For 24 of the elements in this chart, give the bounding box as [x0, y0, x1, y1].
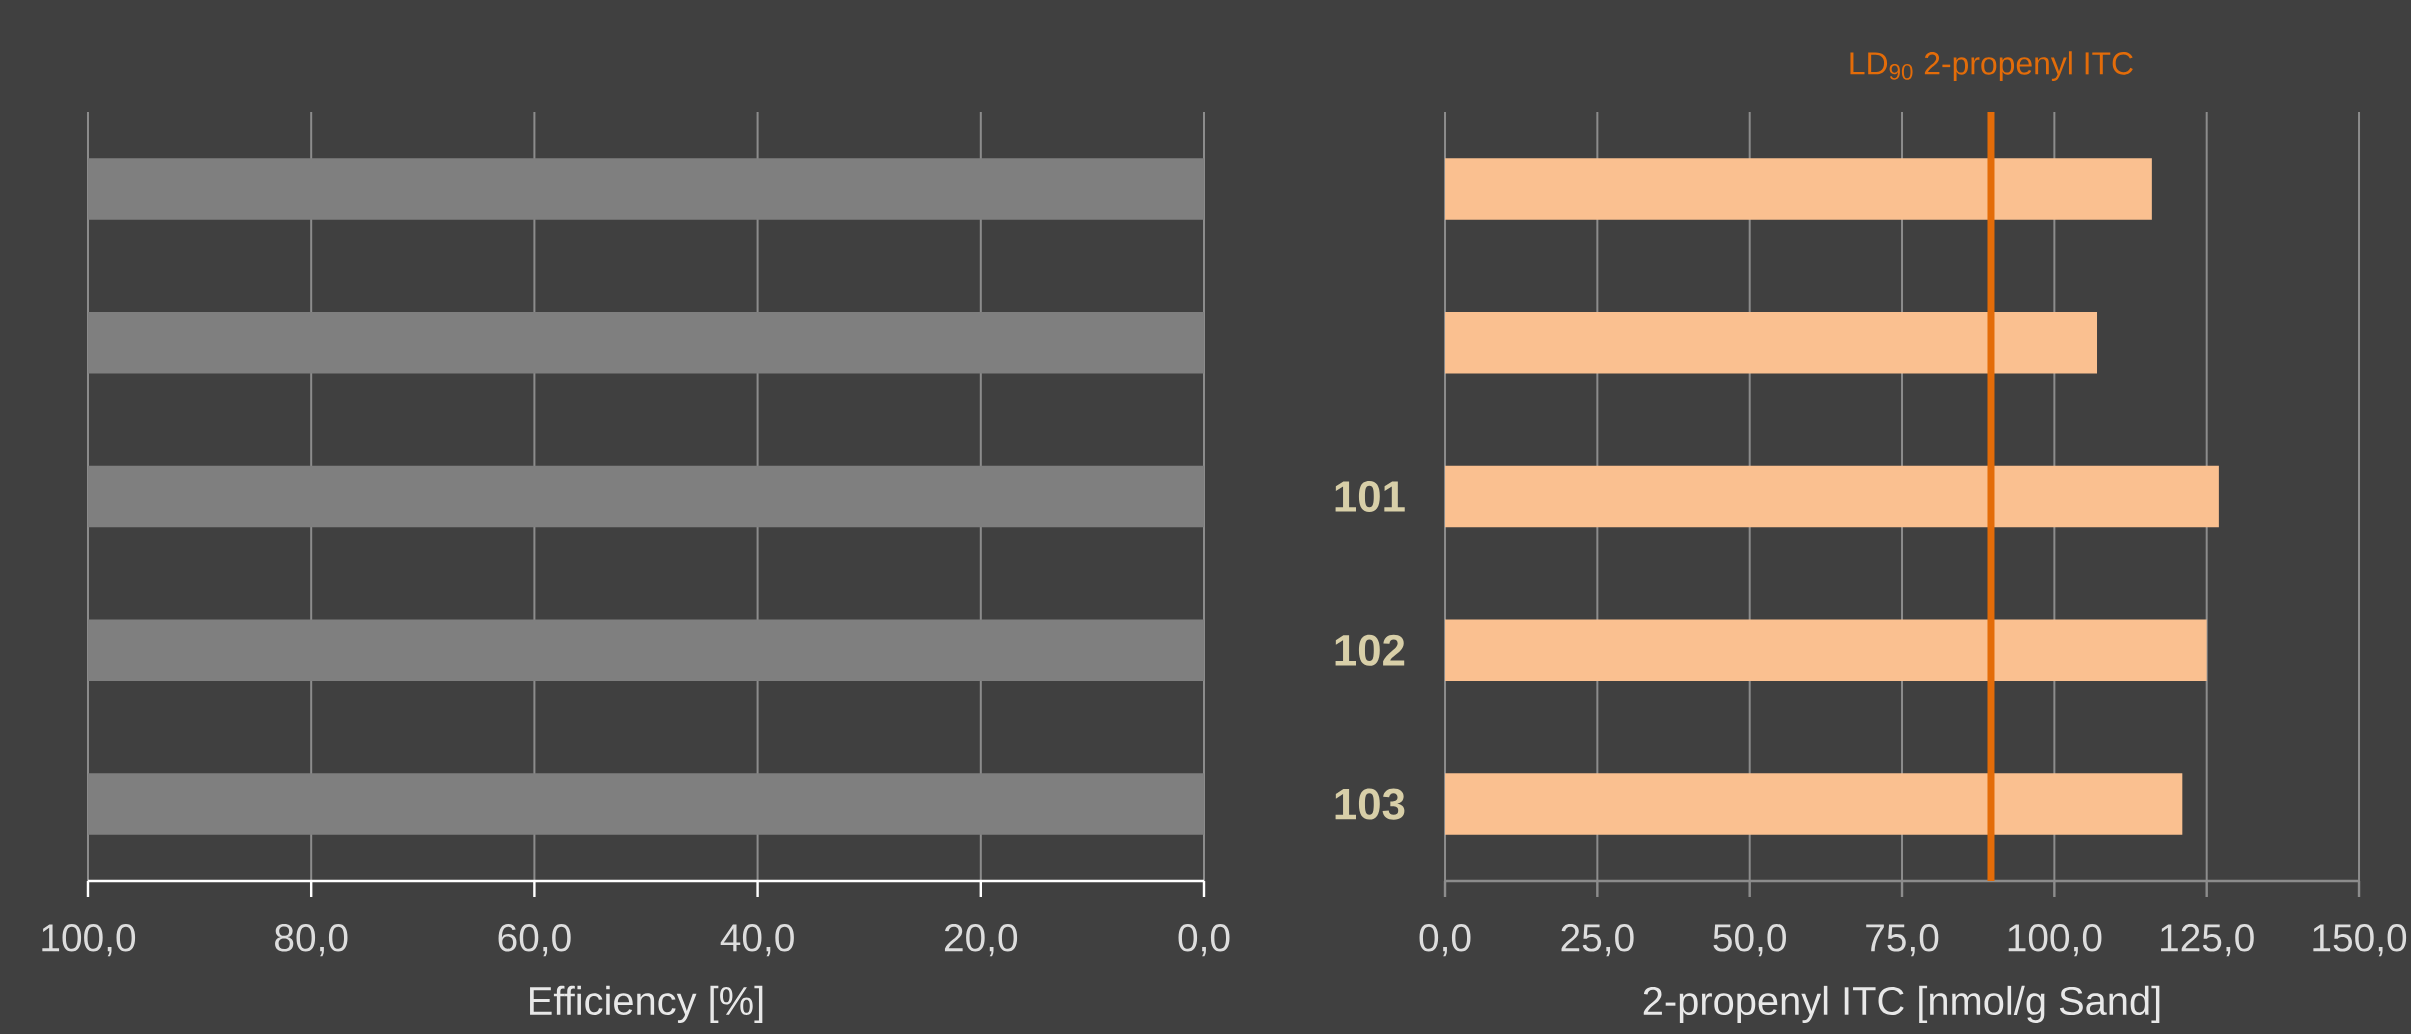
- x-tick-label: 50,0: [1713, 924, 1786, 957]
- x-axis-title: 2-propenyl ITC [nmol/g Sand]: [1643, 985, 2160, 1023]
- bar: [1445, 311, 2098, 374]
- x-tick-label: 75,0: [1866, 924, 1939, 957]
- x-tick-label: 0,0: [1419, 924, 1471, 957]
- bar: [1445, 773, 2183, 835]
- x-tick-label: 25,0: [1561, 924, 1634, 957]
- bar: [1445, 465, 2219, 528]
- x-tick-label: 150,0: [2313, 924, 2407, 957]
- x-tick-label: 40,0: [720, 924, 794, 957]
- y-tick-label: 102: [1335, 634, 1405, 666]
- bar: [1445, 158, 2152, 220]
- x-tick-label: 125,0: [2161, 924, 2254, 957]
- x-tick-label: 100,0: [2008, 924, 2102, 957]
- y-tick-label: 101: [1335, 480, 1405, 513]
- ref-line-label: LD$_{90}$ 2-propenyl ITC: [1850, 51, 2133, 81]
- x-tick-label: 100,0: [42, 924, 136, 957]
- x-tick-label: 60,0: [498, 924, 571, 957]
- x-tick-label: 20,0: [944, 924, 1018, 957]
- x-tick-label: 0,0: [1178, 924, 1230, 957]
- y-tick-label: 103: [1335, 788, 1405, 820]
- x-tick-label: 80,0: [275, 924, 348, 957]
- x-axis-title: Efficiency [%]: [530, 985, 763, 1023]
- bar: [1445, 619, 2207, 682]
